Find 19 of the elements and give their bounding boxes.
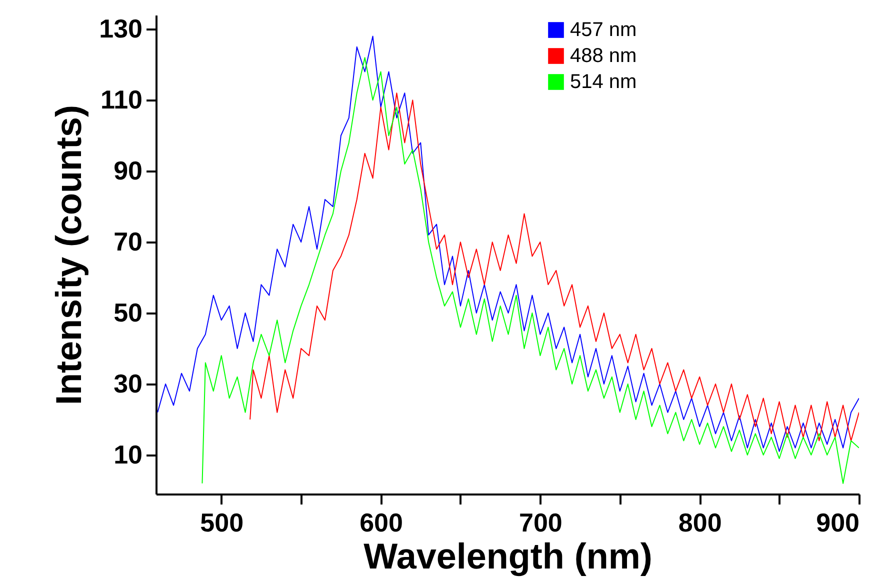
y-tick-label: 10 — [114, 439, 142, 470]
x-tick-label: 900 — [816, 508, 860, 538]
line-series — [250, 92, 859, 442]
legend-label: 488 nm — [570, 45, 637, 67]
y-axis-title: Intensity (counts) — [48, 104, 90, 406]
y-tick-label: 70 — [114, 226, 142, 257]
x-tick-label: 700 — [518, 508, 562, 538]
legend-label: 457 nm — [570, 19, 637, 41]
y-tick-label: 90 — [114, 156, 142, 186]
x-tick-label: 800 — [678, 508, 722, 538]
x-axis-title: Wavelength (nm) — [364, 536, 652, 576]
y-tick-label: 30 — [114, 368, 142, 399]
x-tick-label: 600 — [360, 508, 403, 538]
y-tick-label: 110 — [100, 84, 142, 115]
line-series — [157, 36, 859, 452]
x-tick-label: 500 — [200, 508, 244, 538]
y-tick-label: 130 — [99, 14, 142, 44]
y-tick-label: 50 — [114, 298, 142, 328]
legend-label: 514 nm — [570, 71, 637, 93]
